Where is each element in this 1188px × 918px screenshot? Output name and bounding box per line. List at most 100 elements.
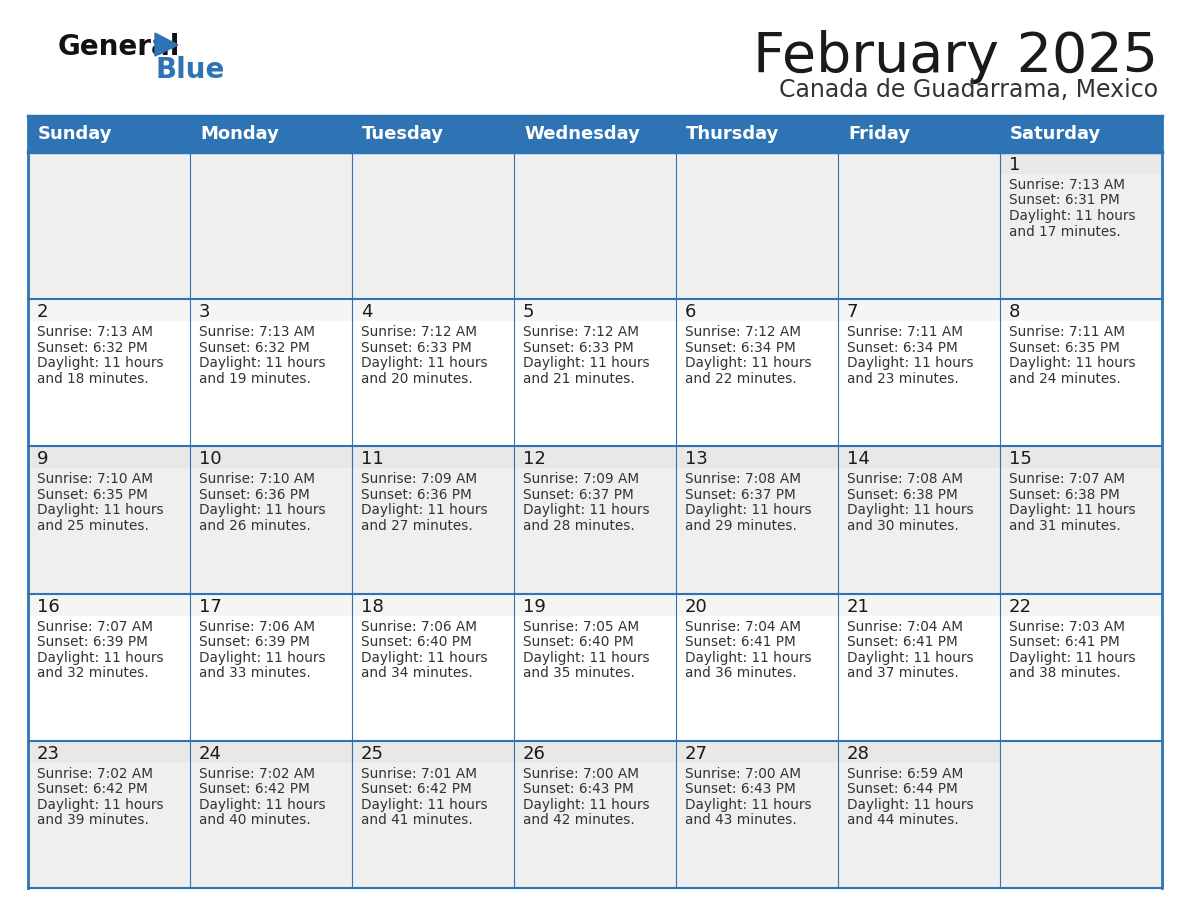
Text: Daylight: 11 hours: Daylight: 11 hours	[37, 651, 164, 665]
Bar	[29, 594, 190, 616]
Bar	[1000, 152, 1162, 299]
Bar	[1000, 152, 1162, 174]
Bar	[29, 594, 190, 741]
Bar	[190, 299, 352, 321]
Text: Wednesday: Wednesday	[524, 125, 640, 143]
Text: and 38 minutes.: and 38 minutes.	[1009, 666, 1120, 680]
Text: Daylight: 11 hours: Daylight: 11 hours	[37, 503, 164, 518]
Bar	[1000, 594, 1162, 616]
Text: Sunset: 6:38 PM: Sunset: 6:38 PM	[847, 487, 958, 502]
Text: Daylight: 11 hours: Daylight: 11 hours	[685, 651, 811, 665]
Bar	[514, 299, 676, 446]
Text: Daylight: 11 hours: Daylight: 11 hours	[523, 798, 650, 812]
Text: and 17 minutes.: and 17 minutes.	[1009, 225, 1120, 239]
Text: and 18 minutes.: and 18 minutes.	[37, 372, 148, 386]
Text: 21: 21	[847, 598, 870, 616]
Text: and 34 minutes.: and 34 minutes.	[361, 666, 473, 680]
Text: Sunset: 6:36 PM: Sunset: 6:36 PM	[200, 487, 310, 502]
Text: Daylight: 11 hours: Daylight: 11 hours	[685, 503, 811, 518]
Text: Daylight: 11 hours: Daylight: 11 hours	[37, 356, 164, 370]
Bar	[190, 594, 352, 616]
Bar	[1000, 299, 1162, 446]
Text: Daylight: 11 hours: Daylight: 11 hours	[1009, 503, 1136, 518]
Polygon shape	[154, 33, 178, 56]
Text: and 21 minutes.: and 21 minutes.	[523, 372, 634, 386]
Text: 20: 20	[685, 598, 708, 616]
Bar	[838, 299, 1000, 321]
Text: 2: 2	[37, 303, 49, 321]
Text: Friday: Friday	[848, 125, 910, 143]
Text: Sunset: 6:32 PM: Sunset: 6:32 PM	[200, 341, 310, 354]
Text: and 40 minutes.: and 40 minutes.	[200, 813, 311, 827]
Bar	[29, 446, 190, 468]
Bar	[838, 741, 1000, 888]
Text: Blue: Blue	[154, 56, 225, 84]
Text: Sunset: 6:39 PM: Sunset: 6:39 PM	[200, 635, 310, 649]
Text: Daylight: 11 hours: Daylight: 11 hours	[847, 798, 974, 812]
Text: Daylight: 11 hours: Daylight: 11 hours	[37, 798, 164, 812]
Text: Sunrise: 7:00 AM: Sunrise: 7:00 AM	[685, 767, 801, 781]
Text: 28: 28	[847, 744, 870, 763]
Bar	[676, 594, 838, 741]
Text: 18: 18	[361, 598, 384, 616]
Text: Sunrise: 7:08 AM: Sunrise: 7:08 AM	[685, 473, 801, 487]
Text: and 39 minutes.: and 39 minutes.	[37, 813, 148, 827]
Text: 13: 13	[685, 451, 708, 468]
Bar	[514, 594, 676, 741]
Text: Monday: Monday	[200, 125, 279, 143]
Text: Sunset: 6:31 PM: Sunset: 6:31 PM	[1009, 194, 1120, 207]
Text: and 22 minutes.: and 22 minutes.	[685, 372, 797, 386]
Text: Daylight: 11 hours: Daylight: 11 hours	[361, 798, 487, 812]
Bar	[352, 741, 514, 888]
Text: and 20 minutes.: and 20 minutes.	[361, 372, 473, 386]
Text: Sunset: 6:44 PM: Sunset: 6:44 PM	[847, 782, 958, 796]
Bar	[514, 299, 676, 321]
Bar	[190, 741, 352, 763]
Text: 10: 10	[200, 451, 222, 468]
Bar	[1000, 594, 1162, 741]
Text: Sunset: 6:43 PM: Sunset: 6:43 PM	[685, 782, 796, 796]
Text: Sunrise: 7:02 AM: Sunrise: 7:02 AM	[200, 767, 315, 781]
Bar	[352, 594, 514, 741]
Text: 8: 8	[1009, 303, 1020, 321]
Text: 22: 22	[1009, 598, 1032, 616]
Bar	[514, 152, 676, 299]
Text: Sunset: 6:39 PM: Sunset: 6:39 PM	[37, 635, 147, 649]
Text: Sunset: 6:37 PM: Sunset: 6:37 PM	[685, 487, 796, 502]
Bar	[190, 446, 352, 594]
Text: 25: 25	[361, 744, 384, 763]
Text: Sunrise: 7:13 AM: Sunrise: 7:13 AM	[37, 325, 153, 339]
Text: 9: 9	[37, 451, 49, 468]
Text: and 44 minutes.: and 44 minutes.	[847, 813, 959, 827]
Text: Daylight: 11 hours: Daylight: 11 hours	[361, 651, 487, 665]
Text: Sunrise: 7:06 AM: Sunrise: 7:06 AM	[200, 620, 315, 633]
Bar	[352, 299, 514, 446]
Bar	[838, 594, 1000, 741]
Text: Sunrise: 7:02 AM: Sunrise: 7:02 AM	[37, 767, 153, 781]
Text: Sunset: 6:37 PM: Sunset: 6:37 PM	[523, 487, 633, 502]
Bar	[29, 741, 190, 763]
Bar	[190, 446, 352, 468]
Text: Sunset: 6:40 PM: Sunset: 6:40 PM	[523, 635, 633, 649]
Text: Sunset: 6:41 PM: Sunset: 6:41 PM	[847, 635, 958, 649]
Text: Thursday: Thursday	[685, 125, 779, 143]
Bar	[352, 299, 514, 321]
Text: and 37 minutes.: and 37 minutes.	[847, 666, 959, 680]
Text: Sunrise: 7:05 AM: Sunrise: 7:05 AM	[523, 620, 639, 633]
Bar	[676, 446, 838, 594]
Bar	[514, 446, 676, 594]
Bar	[29, 299, 190, 446]
Text: 7: 7	[847, 303, 859, 321]
Text: Daylight: 11 hours: Daylight: 11 hours	[847, 651, 974, 665]
Text: February 2025: February 2025	[753, 30, 1158, 84]
Bar	[676, 594, 838, 616]
Text: and 31 minutes.: and 31 minutes.	[1009, 519, 1120, 533]
Text: Sunrise: 7:11 AM: Sunrise: 7:11 AM	[847, 325, 963, 339]
Bar	[838, 594, 1000, 616]
Text: and 42 minutes.: and 42 minutes.	[523, 813, 634, 827]
Text: Sunrise: 7:03 AM: Sunrise: 7:03 AM	[1009, 620, 1125, 633]
Text: Daylight: 11 hours: Daylight: 11 hours	[1009, 209, 1136, 223]
Text: and 35 minutes.: and 35 minutes.	[523, 666, 634, 680]
Text: Daylight: 11 hours: Daylight: 11 hours	[200, 356, 326, 370]
Text: 19: 19	[523, 598, 545, 616]
